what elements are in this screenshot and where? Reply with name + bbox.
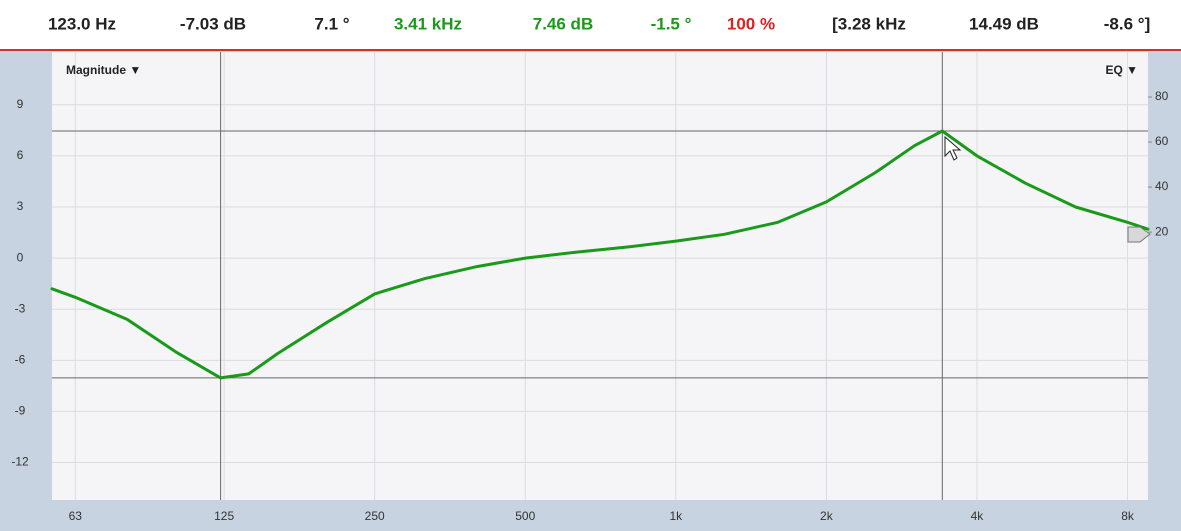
- y-tick-label: 6: [17, 148, 24, 162]
- y-tick-label: 9: [17, 97, 24, 111]
- eq-menu[interactable]: EQ ▼: [1105, 63, 1138, 77]
- y2-tick-label: 60: [1155, 134, 1169, 148]
- red-rule: [0, 49, 1181, 51]
- readout: 14.49 dB: [969, 14, 1039, 33]
- y2-tick-label: 20: [1155, 224, 1169, 238]
- magnitude-menu[interactable]: Magnitude ▼: [66, 63, 141, 77]
- y-tick-label: 3: [17, 199, 24, 213]
- y-tick-label: -6: [15, 352, 26, 366]
- y-tick-label: -12: [11, 455, 29, 469]
- x-tick-label: 63: [69, 509, 83, 523]
- readout: -1.5 °: [651, 14, 692, 33]
- x-tick-label: 2k: [820, 509, 834, 523]
- y-tick-label: 0: [17, 250, 24, 264]
- mouse-cursor: [944, 135, 962, 161]
- readout: -8.6 °]: [1104, 14, 1150, 33]
- readout: 100 %: [727, 14, 775, 33]
- readout-bar: [0, 0, 1181, 50]
- readout: -7.03 dB: [180, 14, 246, 33]
- x-tick-label: 125: [214, 509, 234, 523]
- readout: [3.28 kHz: [832, 14, 906, 33]
- readout: 3.41 kHz: [394, 14, 462, 33]
- readout: 123.0 Hz: [48, 14, 116, 33]
- plot-area: [52, 52, 1148, 500]
- y-tick-label: -3: [15, 301, 26, 315]
- x-tick-label: 250: [365, 509, 385, 523]
- y2-tick-label: 80: [1155, 89, 1169, 103]
- x-tick-label: 8k: [1121, 509, 1135, 523]
- y-tick-label: -9: [15, 404, 26, 418]
- x-tick-label: 1k: [669, 509, 683, 523]
- x-tick-label: 4k: [971, 509, 985, 523]
- eq-handle[interactable]: [1127, 226, 1151, 243]
- readout: 7.46 dB: [533, 14, 593, 33]
- readout: 7.1 °: [314, 14, 349, 33]
- y2-tick-label: 40: [1155, 179, 1169, 193]
- x-tick-label: 500: [515, 509, 535, 523]
- magnitude-curve: [50, 129, 1150, 380]
